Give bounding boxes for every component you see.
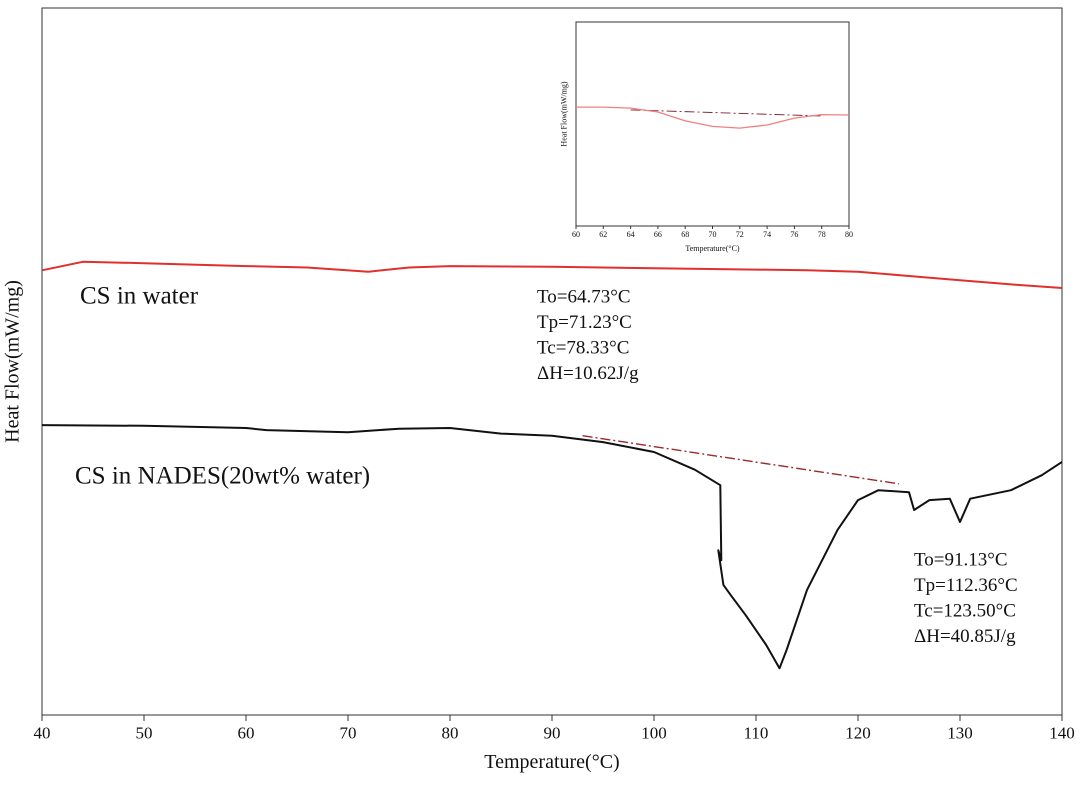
series-label: CS in water bbox=[80, 283, 199, 310]
annotation: To=91.13°C bbox=[914, 549, 1008, 570]
x-tick-label: 66 bbox=[654, 230, 662, 239]
x-tick-label: 70 bbox=[709, 230, 717, 239]
annotation: ΔH=10.62J/g bbox=[537, 363, 639, 384]
x-tick-label: 90 bbox=[544, 724, 561, 743]
annotation: To=64.73°C bbox=[537, 286, 631, 307]
y-axis-label: Heat Flow(mW/mg) bbox=[2, 280, 24, 443]
x-tick-label: 76 bbox=[790, 230, 798, 239]
annotation: Tp=112.36°C bbox=[914, 575, 1018, 596]
annotation: Tc=123.50°C bbox=[914, 600, 1016, 621]
x-tick-label: 68 bbox=[681, 230, 689, 239]
x-tick-label: 120 bbox=[845, 724, 871, 743]
series-label: CS in NADES(20wt% water) bbox=[75, 463, 370, 490]
x-tick-label: 60 bbox=[572, 230, 580, 239]
plot-frame bbox=[575, 21, 850, 227]
x-tick-label: 140 bbox=[1049, 724, 1075, 743]
x-tick-label: 70 bbox=[340, 724, 357, 743]
data-line bbox=[41, 260, 1063, 289]
x-tick-label: 60 bbox=[238, 724, 255, 743]
plot-frame bbox=[41, 7, 1063, 716]
x-tick-label: 50 bbox=[136, 724, 153, 743]
x-tick-label: 100 bbox=[641, 724, 667, 743]
x-tick-label: 62 bbox=[599, 230, 607, 239]
x-axis-label: Temperature(°C) bbox=[484, 751, 619, 773]
data-line bbox=[41, 424, 1063, 670]
baseline bbox=[630, 109, 822, 117]
x-axis-label: Temperature(°C) bbox=[685, 244, 740, 253]
x-tick-label: 130 bbox=[947, 724, 973, 743]
x-tick-label: 64 bbox=[627, 230, 635, 239]
x-tick-label: 74 bbox=[763, 230, 771, 239]
x-tick-label: 110 bbox=[744, 724, 769, 743]
y-axis-label: Heat Flow(mW/mg) bbox=[560, 81, 569, 146]
data-line bbox=[576, 106, 850, 129]
x-tick-label: 80 bbox=[845, 230, 853, 239]
annotation: ΔH=40.85J/g bbox=[914, 626, 1016, 647]
x-tick-label: 80 bbox=[442, 724, 459, 743]
x-tick-label: 72 bbox=[736, 230, 744, 239]
x-tick-label: 40 bbox=[34, 724, 51, 743]
annotation: Tp=71.23°C bbox=[537, 312, 632, 333]
x-tick-label: 78 bbox=[818, 230, 826, 239]
baseline bbox=[582, 435, 899, 485]
annotation: Tc=78.33°C bbox=[537, 337, 629, 358]
